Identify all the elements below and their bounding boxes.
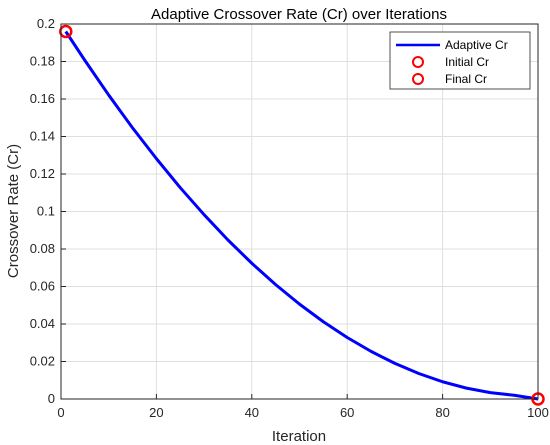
y-tick-label: 0.02 <box>30 354 55 369</box>
x-tick-label: 0 <box>57 405 64 420</box>
legend-marker-initial-cr <box>412 56 424 68</box>
x-tick-label: 60 <box>340 405 354 420</box>
x-tick-label: 40 <box>245 405 259 420</box>
y-axis-label: Crossover Rate (Cr) <box>5 144 22 278</box>
y-tick-label: 0.12 <box>30 166 55 181</box>
y-tick-label: 0.16 <box>30 91 55 106</box>
y-tick-label: 0.2 <box>37 16 55 31</box>
legend-label-initial-cr: Initial Cr <box>445 55 489 69</box>
y-tick-label: 0.18 <box>30 54 55 69</box>
x-axis-label: Iteration <box>272 428 326 445</box>
ticks: 0 20 40 60 80 100 0 0.02 0.04 0.06 0.08 0.1 0.12 0.14… <box>30 16 549 420</box>
x-tick-label: 80 <box>435 405 449 420</box>
y-tick-label: 0.04 <box>30 316 55 331</box>
x-tick-label: 20 <box>149 405 163 420</box>
y-tick-label: 0.14 <box>30 129 55 144</box>
y-tick-label: 0.08 <box>30 241 55 256</box>
y-tick-label: 0.06 <box>30 279 55 294</box>
y-tick-label: 0.1 <box>37 204 55 219</box>
legend-marker-final-cr <box>412 73 424 85</box>
legend-label-adaptive-cr: Adaptive Cr <box>445 38 508 52</box>
legend: Adaptive Cr Initial Cr Final Cr <box>389 31 531 90</box>
y-tick-label: 0 <box>48 391 55 406</box>
chart-title: Adaptive Crossover Rate (Cr) over Iterat… <box>151 6 447 23</box>
series-line-adaptive-cr <box>64 30 539 401</box>
x-tick-label: 100 <box>527 405 549 420</box>
marker-initial-cr <box>59 24 73 39</box>
legend-label-final-cr: Final Cr <box>445 72 487 86</box>
